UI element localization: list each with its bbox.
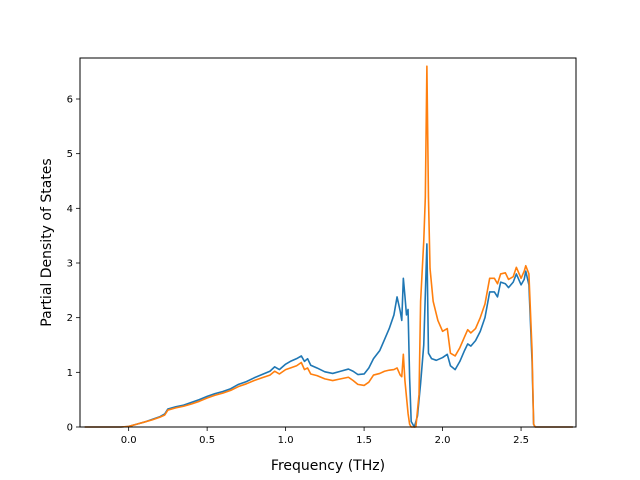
y-tick-label: 4 — [67, 204, 73, 215]
y-tick-label: 2 — [67, 313, 73, 324]
x-axis-ticks: 0.0 0.5 1.0 1.5 2.0 2.5 — [121, 427, 529, 446]
y-tick-label: 6 — [67, 95, 73, 106]
x-tick-label: 0.0 — [121, 435, 137, 446]
x-tick-label: 1.0 — [278, 435, 294, 446]
y-axis-label: Partial Density of States — [39, 158, 55, 326]
axes-frame — [79, 57, 577, 428]
x-tick-label: 2.0 — [435, 435, 451, 446]
x-axis-label: Frequency (THz) — [271, 458, 385, 474]
y-axis-ticks: 0 1 2 3 4 5 6 — [67, 95, 80, 434]
x-tick-label: 0.5 — [199, 435, 215, 446]
series-line-2 — [84, 65, 573, 428]
plot-lines — [84, 65, 573, 428]
x-tick-label: 2.5 — [513, 435, 529, 446]
y-tick-label: 1 — [67, 368, 73, 379]
series-line-1 — [84, 243, 573, 428]
y-tick-label: 5 — [67, 149, 73, 160]
y-tick-label: 0 — [67, 423, 73, 434]
y-tick-label: 3 — [67, 259, 73, 270]
x-tick-label: 1.5 — [356, 435, 372, 446]
